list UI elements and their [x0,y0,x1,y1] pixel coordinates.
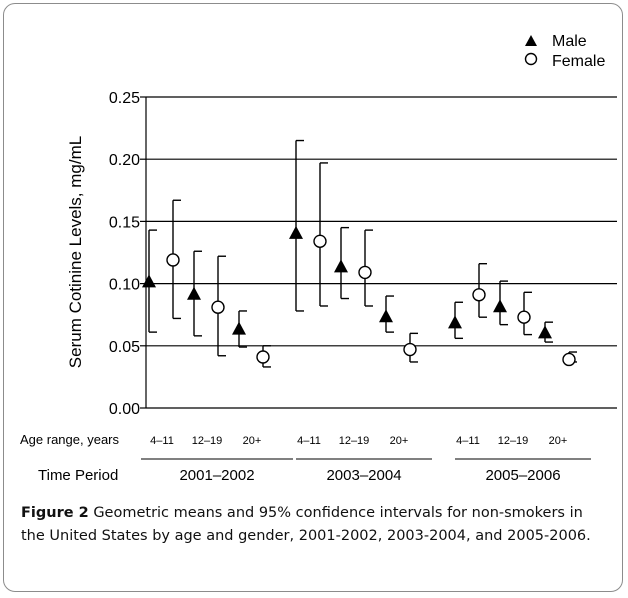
male-point [448,315,462,329]
female-point [211,300,225,314]
y-axis-label: Serum Cotinine Levels, mg/mL [66,136,85,368]
male-point [232,321,246,335]
female-point [358,265,372,280]
legend: Male Female [524,33,605,70]
legend-female-label: Female [552,53,605,70]
period-row-label: Time Period [38,467,118,484]
male-point [334,259,348,273]
age-category-label: 20+ [549,435,568,447]
male-point [379,309,393,323]
legend-female-marker [524,52,538,66]
y-tick-label: 0.10 [109,277,140,294]
y-tick-label: 0.05 [109,339,140,356]
figure-caption: Figure 2 Geometric means and 95% confide… [21,502,606,547]
male-point [493,299,507,313]
male-point [187,286,201,300]
female-point [403,342,417,357]
male-error-bar [295,139,304,312]
caption-label: Figure 2 [21,505,89,521]
female-point [166,253,180,267]
legend-male-label: Male [552,33,587,50]
age-category-label: 12–19 [192,435,223,447]
age-category-label: 4–11 [297,435,321,447]
female-error-bar [319,162,328,307]
period-label: 2003–2004 [326,467,401,484]
legend-male-marker [525,35,537,46]
age-row-label: Age range, years [20,432,120,447]
caption-end: . [586,527,591,544]
period-label: 2001–2002 [179,467,254,484]
age-category-label: 4–11 [150,435,174,447]
female-point [472,288,486,302]
y-tick-label: 0.20 [109,152,140,169]
male-point [538,325,552,339]
y-tick-label: 0.25 [109,90,140,107]
male-point [142,274,156,288]
male-point [289,225,303,239]
age-category-label: 20+ [243,435,262,447]
female-point [517,310,531,324]
figure-frame [3,3,623,592]
age-category-label: 20+ [390,435,409,447]
caption-text: Geometric means and 95% confidence inter… [21,505,587,544]
period-label: 2005–2006 [485,467,560,484]
age-category-label: 12–19 [498,435,529,447]
female-point [313,234,327,249]
y-tick-label: 0.00 [109,401,140,418]
y-tick-label: 0.15 [109,214,140,231]
female-point [562,352,576,367]
chart: 0.00 0.05 0.10 0.15 0.20 0.25 Serum Cotinine … [20,33,617,484]
age-category-label: 12–19 [339,435,370,447]
age-category-label: 4–11 [456,435,480,447]
female-point [256,350,270,364]
